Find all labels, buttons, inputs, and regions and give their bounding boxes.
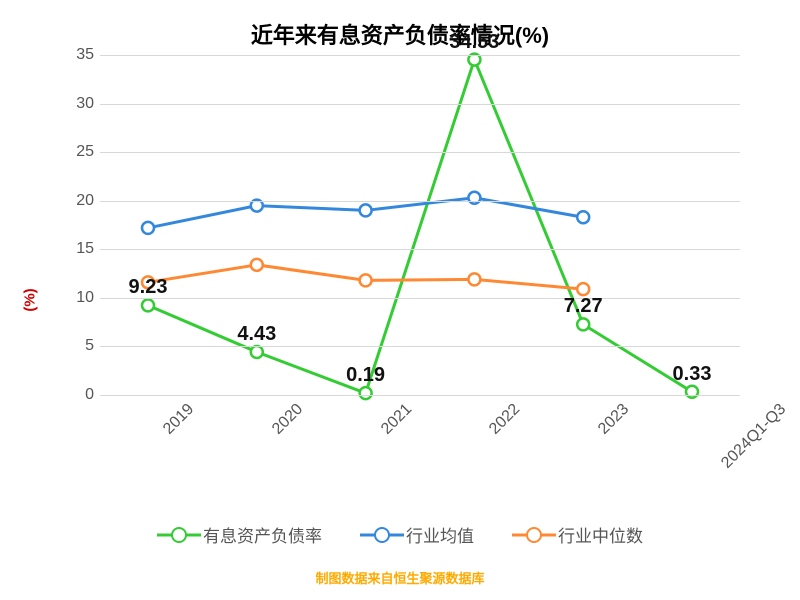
data-marker	[468, 192, 480, 204]
y-tick-label: 30	[76, 95, 100, 113]
legend-swatch	[360, 528, 404, 542]
y-tick-label: 0	[85, 386, 100, 404]
data-marker	[360, 387, 372, 399]
x-tick-label: 2024Q1-Q3	[712, 395, 790, 473]
legend: 有息资产负债率 行业均值 行业中位数	[0, 522, 800, 547]
legend-label: 有息资产负债率	[203, 522, 322, 547]
gridline	[100, 55, 740, 56]
y-axis-label: (%)	[22, 288, 39, 311]
y-tick-label: 20	[76, 192, 100, 210]
legend-swatch	[157, 528, 201, 542]
data-label: 9.23	[129, 276, 168, 299]
gridline	[100, 346, 740, 347]
y-tick-label: 10	[76, 289, 100, 307]
legend-item: 有息资产负债率	[157, 522, 322, 547]
chart-footer: 制图数据来自恒生聚源数据库	[0, 568, 800, 587]
x-tick-label: 2023	[590, 395, 634, 439]
x-tick-label: 2021	[372, 395, 416, 439]
x-tick-label: 2020	[263, 395, 307, 439]
y-tick-label: 35	[76, 46, 100, 64]
data-marker	[360, 274, 372, 286]
data-marker	[577, 283, 589, 295]
legend-item: 行业均值	[360, 522, 474, 547]
legend-label: 行业中位数	[558, 522, 643, 547]
gridline	[100, 395, 740, 396]
data-marker	[577, 211, 589, 223]
gridline	[100, 298, 740, 299]
gridline	[100, 201, 740, 202]
gridline	[100, 152, 740, 153]
x-tick-label: 2019	[154, 395, 198, 439]
legend-swatch	[512, 528, 556, 542]
chart-title: 近年来有息资产负债率情况(%)	[0, 0, 800, 50]
data-label: 0.19	[346, 364, 385, 387]
data-marker	[142, 299, 154, 311]
data-marker	[251, 259, 263, 271]
data-marker	[577, 318, 589, 330]
data-label: 4.43	[237, 323, 276, 346]
legend-item: 行业中位数	[512, 522, 643, 547]
data-label: 7.27	[564, 295, 603, 318]
data-marker	[142, 222, 154, 234]
x-tick-label: 2022	[481, 395, 525, 439]
gridline	[100, 104, 740, 105]
y-tick-label: 25	[76, 143, 100, 161]
data-marker	[360, 204, 372, 216]
data-label: 0.33	[673, 363, 712, 386]
data-label: 34.53	[449, 31, 499, 54]
series-line	[148, 60, 692, 394]
legend-label: 行业均值	[406, 522, 474, 547]
plot-area: 05101520253035201920202021202220232024Q1…	[100, 55, 740, 395]
data-marker	[251, 346, 263, 358]
data-marker	[468, 273, 480, 285]
gridline	[100, 249, 740, 250]
chart-svg	[100, 55, 740, 395]
y-tick-label: 5	[85, 337, 100, 355]
y-tick-label: 15	[76, 240, 100, 258]
